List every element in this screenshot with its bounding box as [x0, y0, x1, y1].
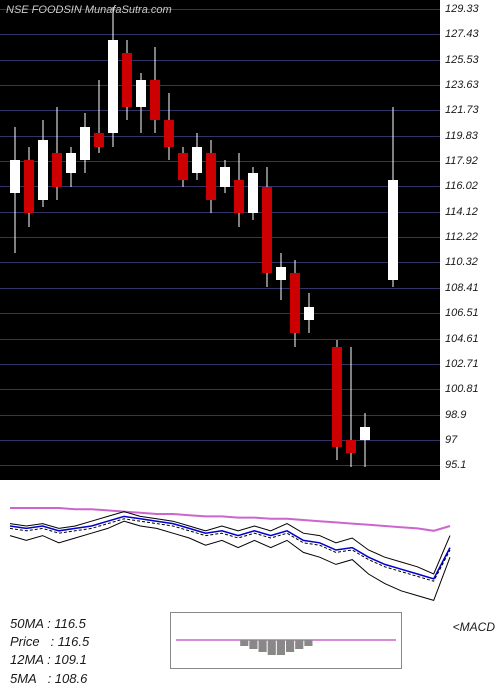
- candle-body: [178, 153, 188, 180]
- indicator-line-50MA: [10, 508, 450, 531]
- stat-50ma-label: 50MA: [10, 616, 43, 631]
- candle: [80, 0, 90, 480]
- y-axis-label: 108.41: [445, 282, 479, 294]
- y-axis-label: 127.43: [445, 28, 479, 40]
- y-axis-label: 97: [445, 434, 457, 446]
- candle: [332, 0, 342, 480]
- candle: [66, 0, 76, 480]
- candle-body: [220, 167, 230, 187]
- candle-body: [94, 133, 104, 146]
- y-axis-label: 129.33: [445, 3, 479, 15]
- y-axis-label: 104.61: [445, 333, 479, 345]
- candle-body: [136, 80, 146, 107]
- candle-body: [234, 180, 244, 213]
- stat-50ma-value: 116.5: [54, 616, 86, 631]
- macd-bar: [268, 640, 276, 655]
- y-axis-label: 112.22: [445, 231, 478, 243]
- candle: [150, 0, 160, 480]
- candle: [360, 0, 370, 480]
- candle: [178, 0, 188, 480]
- candle-body: [332, 347, 342, 447]
- macd-label: <MACD: [453, 620, 495, 634]
- candle-body: [192, 147, 202, 174]
- candle: [234, 0, 244, 480]
- candle: [136, 0, 146, 480]
- candle: [388, 0, 398, 480]
- candle: [290, 0, 300, 480]
- candle: [38, 0, 48, 480]
- y-axis-label: 102.71: [445, 358, 479, 370]
- candle: [24, 0, 34, 480]
- stat-5ma-label: 5MA: [10, 671, 37, 686]
- candle-body: [66, 153, 76, 173]
- stat-price-label: Price: [10, 634, 40, 649]
- stat-price-value: 116.5: [58, 634, 90, 649]
- candle-wick: [365, 413, 366, 466]
- candle-body: [10, 160, 20, 193]
- macd-bar: [295, 640, 303, 649]
- stat-12ma-value: 109.1: [54, 652, 87, 667]
- candle: [220, 0, 230, 480]
- candle-body: [388, 180, 398, 280]
- y-axis-label: 125.53: [445, 54, 479, 66]
- chart-title: NSE FOODSIN MunafaSutra.com: [6, 4, 172, 16]
- candle-body: [248, 173, 258, 213]
- candle: [122, 0, 132, 480]
- y-axis-label: 116.02: [445, 180, 478, 192]
- candle-body: [150, 80, 160, 120]
- macd-bar: [286, 640, 294, 652]
- moving-average-panel: [0, 490, 500, 610]
- indicator-svg: [0, 490, 500, 610]
- candle-body: [262, 187, 272, 274]
- candle-body: [80, 127, 90, 160]
- candle: [248, 0, 258, 480]
- y-axis-label: 100.81: [445, 383, 479, 395]
- y-axis-label: 106.51: [445, 307, 479, 319]
- candle-body: [52, 153, 62, 186]
- candle-body: [346, 440, 356, 453]
- y-axis-label: 98.9: [445, 409, 466, 421]
- macd-bar: [304, 640, 312, 646]
- candle: [10, 0, 20, 480]
- macd-bar: [277, 640, 285, 655]
- candle: [206, 0, 216, 480]
- candle-body: [24, 160, 34, 213]
- candle: [164, 0, 174, 480]
- macd-bar: [249, 640, 257, 649]
- candle: [192, 0, 202, 480]
- candle-body: [122, 53, 132, 106]
- candle: [304, 0, 314, 480]
- stat-5ma-value: 108.6: [55, 671, 88, 686]
- candle: [262, 0, 272, 480]
- macd-bar: [259, 640, 267, 652]
- candle-body: [108, 40, 118, 133]
- candle-body: [38, 140, 48, 200]
- y-axis-label: 121.73: [445, 104, 479, 116]
- candle-body: [360, 427, 370, 440]
- y-axis-label: 117.92: [445, 155, 478, 167]
- macd-inset: [170, 612, 402, 669]
- candle: [94, 0, 104, 480]
- macd-bar: [240, 640, 248, 646]
- candle-body: [276, 267, 286, 280]
- candle-body: [164, 120, 174, 147]
- candle: [276, 0, 286, 480]
- candle: [52, 0, 62, 480]
- macd-svg: [171, 613, 401, 668]
- y-axis-label: 119.83: [445, 130, 478, 142]
- candle: [346, 0, 356, 480]
- candle-body: [290, 273, 300, 333]
- y-axis-label: 114.12: [445, 206, 478, 218]
- y-axis-label: 110.32: [445, 256, 478, 268]
- candle-body: [206, 153, 216, 200]
- stat-5ma: 5MA : 108.6: [10, 670, 500, 688]
- y-axis-label: 123.63: [445, 79, 479, 91]
- stat-12ma-label: 12MA: [10, 652, 43, 667]
- candle-body: [304, 307, 314, 320]
- candle: [108, 0, 118, 480]
- stock-chart-container: NSE FOODSIN MunafaSutra.com 129.33 127.43…: [0, 0, 500, 700]
- candlestick-chart: NSE FOODSIN MunafaSutra.com: [0, 0, 440, 480]
- y-axis-label: 95.1: [445, 459, 466, 471]
- y-axis: 129.33 127.43 125.53 123.63 121.73 119.83 117.…: [440, 0, 500, 480]
